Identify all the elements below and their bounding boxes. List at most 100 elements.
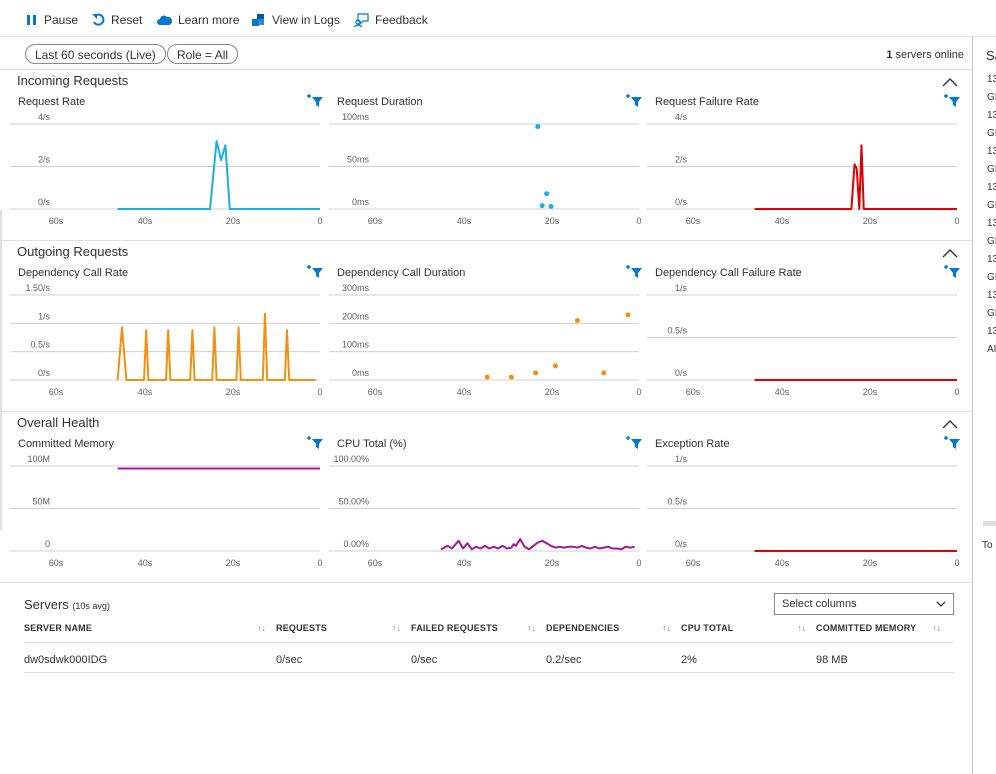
x-tick-label: 40s <box>457 558 472 568</box>
side-panel-item[interactable]: 13 <box>987 146 996 157</box>
chart-cpu-total[interactable]: CPU Total (%) 100.00% 50.00% 0.00% 60s 40s 20s… <box>329 434 647 584</box>
y-tick-label: 200ms <box>342 311 370 321</box>
x-tick-label: 40s <box>457 216 472 226</box>
side-panel-item[interactable]: GI <box>987 308 996 319</box>
x-tick-label: 40s <box>138 558 153 568</box>
x-tick-label: 20s <box>226 216 241 226</box>
side-panel-scrollbar[interactable] <box>983 521 996 526</box>
role-filter-pill[interactable]: Role = All <box>167 44 239 64</box>
data-point <box>548 203 554 209</box>
column-header-cpu-total[interactable]: CPU TOTAL <box>681 623 734 633</box>
add-filter-funnel-icon[interactable] <box>625 434 643 450</box>
y-tick-label: 0.5/s <box>667 326 687 336</box>
add-filter-funnel-icon[interactable] <box>943 92 961 108</box>
add-filter-funnel-icon[interactable] <box>625 92 643 108</box>
sort-cpu-total-icon[interactable]: ↑↓ <box>797 623 806 633</box>
side-panel-item[interactable]: 13 <box>987 326 996 337</box>
chart-title: Request Duration <box>337 96 423 108</box>
learn-more-label: Learn more <box>178 13 240 27</box>
select-columns-dropdown[interactable]: Select columns <box>774 593 954 615</box>
sort-requests-icon[interactable]: ↑↓ <box>392 623 401 633</box>
x-tick-label: 60s <box>686 558 701 568</box>
table-header-divider <box>24 642 954 643</box>
chart-dependency-call-failure-rate[interactable]: Dependency Call Failure Rate 1/s 0.5/s 0/s 6… <box>647 263 965 413</box>
x-tick-label: 0 <box>317 558 322 568</box>
y-tick-label: 2/s <box>675 155 688 165</box>
column-header-requests[interactable]: REQUESTS <box>276 623 328 633</box>
x-tick-label: 40s <box>138 216 153 226</box>
feedback-button[interactable]: Feedback <box>354 10 428 30</box>
x-tick-label: 20s <box>226 387 241 397</box>
chart-dependency-call-duration[interactable]: Dependency Call Duration 300ms 200ms 100ms 0… <box>329 263 647 413</box>
side-panel-item[interactable]: 13 <box>987 74 996 85</box>
collapse-chevron-icon[interactable] <box>941 75 959 87</box>
chart-exception-rate[interactable]: Exception Rate 1/s 0.5/s 0/s 60s 40s 20s 0 <box>647 434 965 584</box>
column-header-dependencies[interactable]: DEPENDENCIES <box>546 623 620 633</box>
command-bar: Pause Reset Learn more View in Logs Feed… <box>0 0 996 37</box>
servers-panel: Servers (10s avg) Select columns SERVER … <box>0 583 972 774</box>
x-tick-label: 20s <box>545 387 560 397</box>
sort-dependencies-icon[interactable]: ↑↓ <box>662 623 671 633</box>
add-filter-funnel-icon[interactable] <box>306 434 324 450</box>
y-tick-label: 100ms <box>342 340 370 350</box>
x-tick-label: 60s <box>368 387 383 397</box>
servers-online-status: 1 servers online <box>886 49 964 61</box>
chart-title: Dependency Call Failure Rate <box>655 267 802 279</box>
side-panel-item[interactable]: GI <box>987 164 996 175</box>
side-panel-item[interactable]: AI <box>987 344 996 355</box>
y-tick-label: 0/s <box>675 368 688 378</box>
chart-dependency-call-rate[interactable]: Dependency Call Rate 1.50/s 1/s 0.5/s 0/s 60s… <box>10 263 328 413</box>
chart-request-duration[interactable]: Request Duration 100ms 50ms 0ms 60s 40s 20s 0 <box>329 92 647 242</box>
add-filter-funnel-icon[interactable] <box>306 92 324 108</box>
chart-title: Request Rate <box>18 96 86 108</box>
sort-failed-requests-icon[interactable]: ↑↓ <box>527 623 536 633</box>
chart-request-rate[interactable]: Request Rate 4/s 2/s 0/s 60s 40s 20s 0 <box>10 92 328 242</box>
y-tick-label: 4/s <box>675 112 688 122</box>
y-tick-label: 4/s <box>38 112 51 122</box>
add-filter-funnel-icon[interactable] <box>625 263 643 279</box>
x-tick-label: 0 <box>636 216 641 226</box>
time-range-pill[interactable]: Last 60 seconds (Live) <box>25 44 166 64</box>
reset-button[interactable]: Reset <box>91 10 142 30</box>
side-panel-item[interactable]: GI <box>987 236 996 247</box>
left-resize-handle[interactable] <box>0 210 2 530</box>
chart-title: Dependency Call Duration <box>337 267 466 279</box>
data-point <box>535 124 541 130</box>
side-panel-item[interactable]: GI <box>987 200 996 211</box>
y-tick-label: 50ms <box>347 155 370 165</box>
collapse-chevron-icon[interactable] <box>941 246 959 258</box>
column-header-committed-memory[interactable]: COMMITTED MEMORY <box>816 623 917 633</box>
add-filter-funnel-icon[interactable] <box>306 263 324 279</box>
add-filter-funnel-icon[interactable] <box>943 263 961 279</box>
chart-plot: 4/s 2/s 0/s 60s 40s 20s 0 <box>647 112 960 226</box>
add-filter-funnel-icon[interactable] <box>943 434 961 450</box>
column-header-failed-requests[interactable]: FAILED REQUESTS <box>411 623 499 633</box>
side-panel-item[interactable]: 13 <box>987 254 996 265</box>
pause-button[interactable]: Pause <box>26 10 78 30</box>
x-tick-label: 40s <box>775 558 790 568</box>
side-panel-item[interactable]: GI <box>987 272 996 283</box>
data-point <box>544 191 550 197</box>
section-title: Outgoing Requests <box>17 244 129 259</box>
data-point <box>539 203 545 209</box>
side-panel-item[interactable]: 13 <box>987 218 996 229</box>
side-panel-item[interactable]: GI <box>987 128 996 139</box>
side-panel-item[interactable]: 13 <box>987 182 996 193</box>
side-panel-item[interactable]: 13 <box>987 110 996 121</box>
chevron-down-icon <box>936 601 946 607</box>
y-tick-label: 0.5/s <box>30 340 50 350</box>
chart-committed-memory[interactable]: Committed Memory 100M 50M 0 60s 40s 20s 0 <box>10 434 328 584</box>
column-header-server-name[interactable]: SERVER NAME <box>24 623 93 633</box>
side-panel-item[interactable]: GI <box>987 92 996 103</box>
sort-committed-memory-icon[interactable]: ↑↓ <box>932 623 941 633</box>
view-in-logs-button[interactable]: View in Logs <box>252 10 340 30</box>
series-line <box>117 140 320 210</box>
collapse-chevron-icon[interactable] <box>941 417 959 429</box>
x-tick-label: 60s <box>49 216 64 226</box>
y-tick-label: 0/s <box>675 539 688 549</box>
sort-server-name-icon[interactable]: ↑↓ <box>257 623 266 633</box>
chart-request-failure-rate[interactable]: Request Failure Rate 4/s 2/s 0/s 60s 40s 20s 0 <box>647 92 965 242</box>
learn-more-button[interactable]: Learn more <box>157 10 239 30</box>
side-panel-item[interactable]: 13 <box>987 290 996 301</box>
y-tick-label: 0ms <box>352 197 370 207</box>
